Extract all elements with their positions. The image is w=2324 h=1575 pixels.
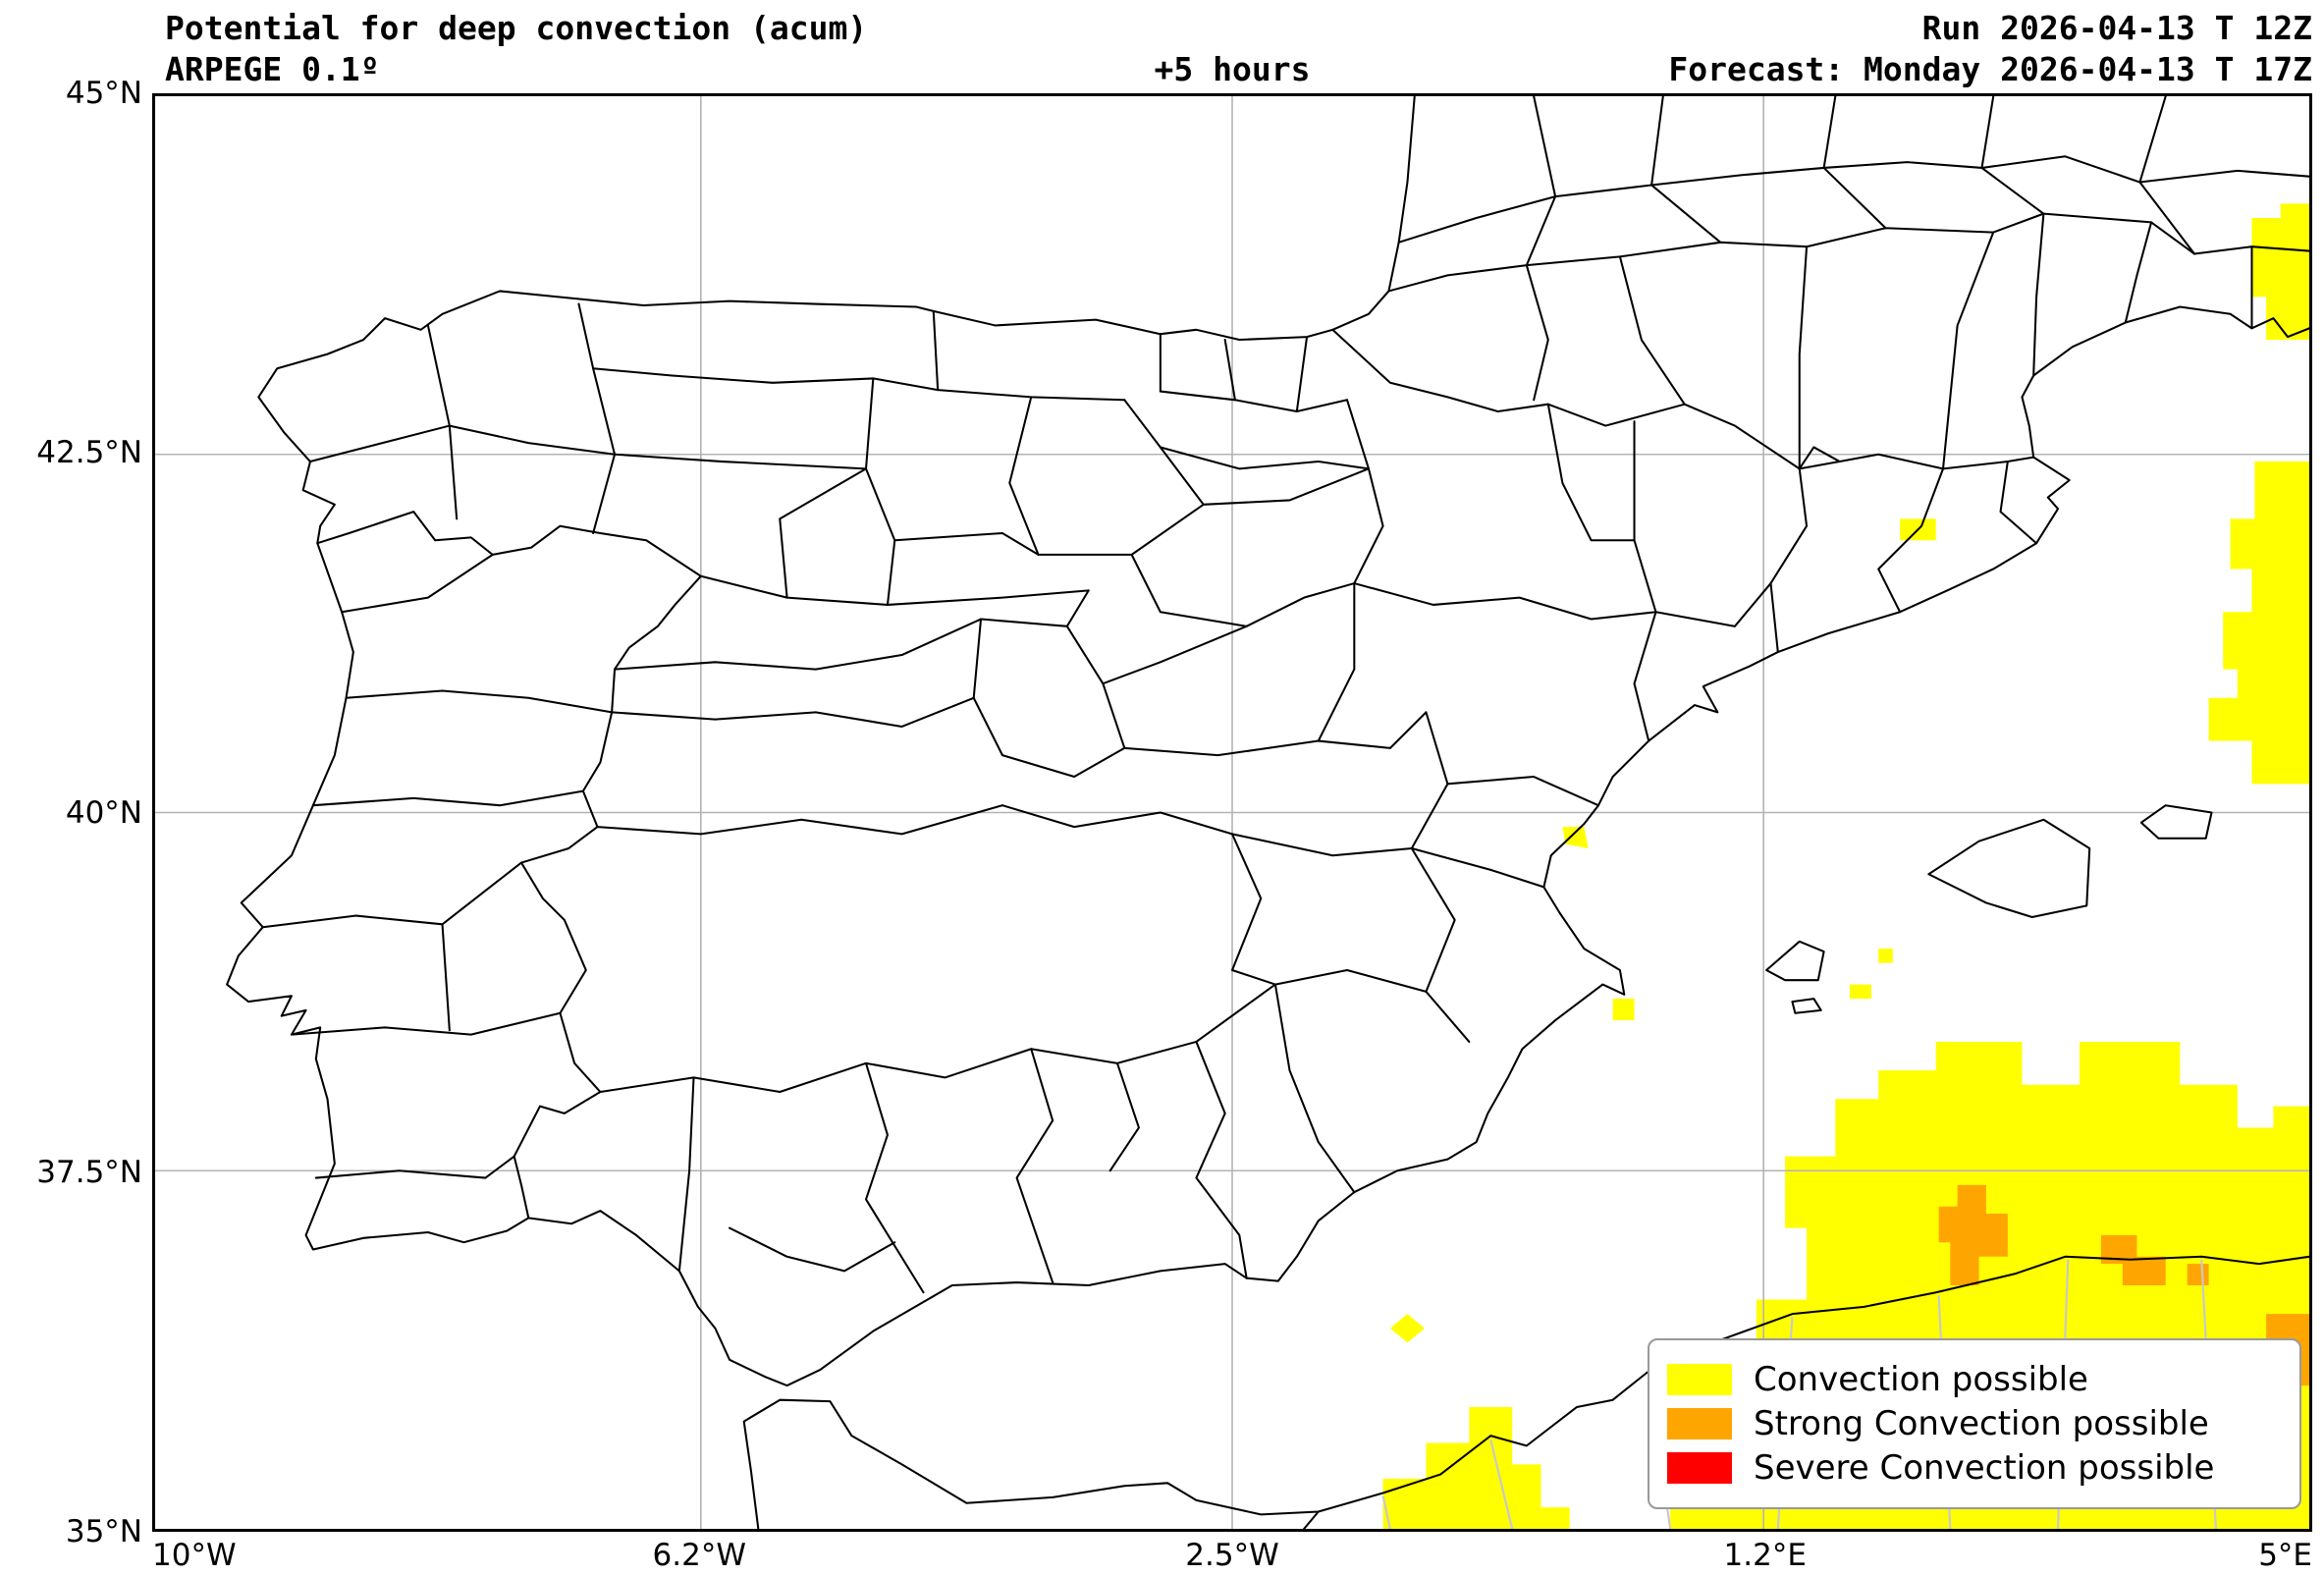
convection-possible-areas (1382, 203, 2309, 1529)
menorca-island (2139, 804, 2213, 840)
lat-tick-label: 42.5°N (36, 435, 142, 471)
convection-area (1878, 949, 1893, 963)
convection-area (1382, 1406, 1570, 1529)
portugal-border (316, 511, 702, 1220)
map-svg (155, 96, 2309, 1529)
lat-tick-label: 37.5°N (36, 1154, 142, 1190)
legend-color-swatch (1667, 1364, 1732, 1395)
mallorca-island (1927, 818, 2091, 919)
lat-axis: 45°N 42.5°N 40°N 37.5°N 35°N (0, 76, 142, 1549)
header-right: Run 2026-04-13 T 12Z Forecast: Monday 20… (1668, 8, 2312, 90)
pyrenees-border (1331, 328, 2035, 470)
legend-color-swatch (1667, 1408, 1732, 1439)
convection-area (1389, 1314, 1425, 1343)
lat-tick-label: 35°N (65, 1514, 142, 1549)
model-label: ARPEGE 0.1º (165, 50, 380, 88)
legend-item-label: Severe Convection possible (1754, 1448, 2215, 1488)
convection-area (2208, 462, 2309, 785)
header-left: Potential for deep convection (acum) ARP… (165, 8, 867, 90)
convection-area (1562, 827, 1589, 848)
lat-tick-label: 45°N (65, 76, 142, 111)
map-title: Potential for deep convection (acum) (165, 9, 868, 47)
grid-lines (155, 96, 2309, 1529)
lon-tick-label: 6.2°W (652, 1538, 746, 1573)
africa-coastline (742, 1255, 2309, 1529)
lat-tick-label: 40°N (65, 794, 142, 831)
lon-tick-label: 1.2°E (1723, 1538, 1807, 1573)
formentera-island (1791, 998, 1822, 1014)
lon-tick-label: 5°E (2258, 1538, 2312, 1573)
legend-item: Severe Convection possible (1667, 1449, 2290, 1487)
map-plot: Convection possible Strong Convection pos… (152, 93, 2312, 1532)
forecast-label: Forecast: Monday 2026-04-13 T 17Z (1668, 50, 2312, 88)
legend-item-label: Convection possible (1754, 1360, 2088, 1399)
ibiza-island (1765, 940, 1825, 982)
iberia-coastline (226, 96, 2309, 1387)
convection-area (2251, 203, 2309, 341)
legend: Convection possible Strong Convection pos… (1648, 1338, 2301, 1509)
strong-convection-area (1938, 1184, 2008, 1285)
convection-area (1849, 984, 1871, 1000)
lon-tick-label: 2.5°W (1185, 1538, 1279, 1573)
lon-axis: 10°W 6.2°W 2.5°W 1.2°E 5°E (152, 1538, 2312, 1575)
morocco-algeria-border (1303, 1510, 1320, 1529)
run-label: Run 2026-04-13 T 12Z (1921, 9, 2312, 47)
strong-convection-area (2187, 1264, 2209, 1285)
legend-color-swatch (1667, 1452, 1732, 1484)
convection-area (1612, 999, 1635, 1021)
legend-item-label: Strong Convection possible (1754, 1404, 2209, 1443)
legend-item: Strong Convection possible (1667, 1405, 2290, 1442)
lead-time-label: +5 hours (1154, 50, 1311, 88)
coastline-and-borders (226, 96, 2309, 1529)
legend-item: Convection possible (1667, 1361, 2290, 1398)
lon-tick-label: 10°W (152, 1538, 237, 1573)
